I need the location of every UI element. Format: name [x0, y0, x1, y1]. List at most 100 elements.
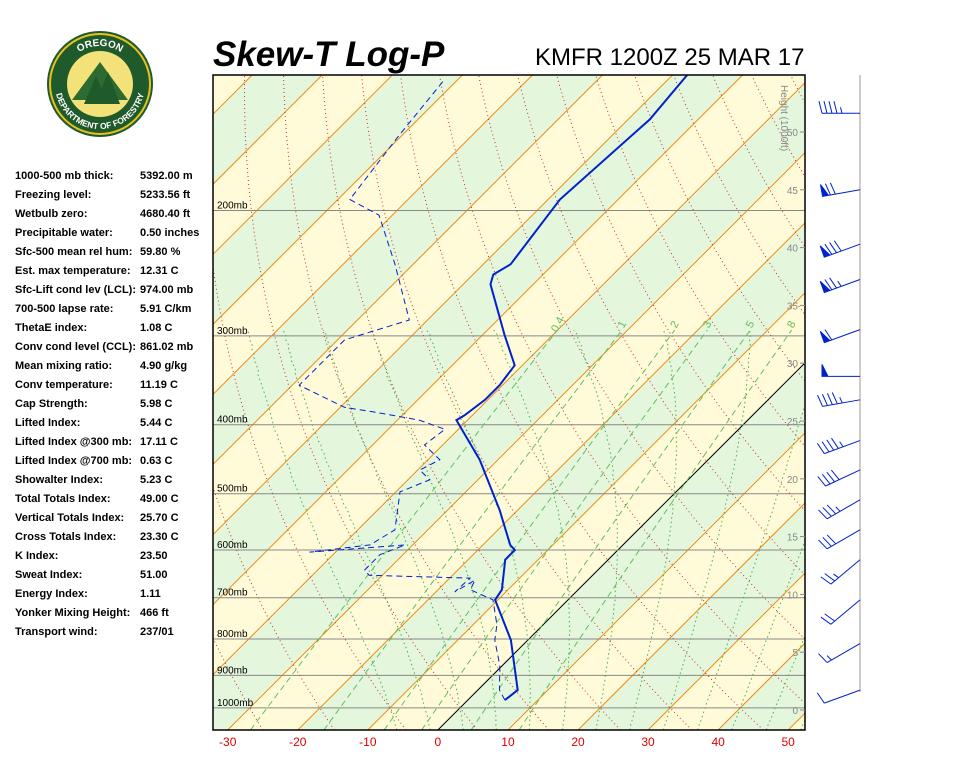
dry-adiabat	[213, 262, 407, 730]
temperature-band	[213, 82, 805, 730]
height-axis-label: Height (1000ft)	[778, 85, 789, 151]
mixing-ratio-line	[518, 329, 793, 730]
isotherm-grid-line	[297, 222, 805, 730]
logo-border	[49, 33, 151, 135]
logo-top-text: OREGON	[75, 38, 125, 55]
wind-barb	[819, 277, 861, 294]
stat-label: 700-500 lapse rate:	[15, 303, 113, 315]
logo-text: OREGON	[75, 38, 125, 55]
dry-adiabat	[673, 75, 805, 316]
stat-label: Sfc-Lift cond lev (LCL):	[15, 284, 136, 296]
x-tick-label: -30	[219, 735, 237, 749]
stat-value: 49.00 C	[140, 493, 179, 505]
moist-adiabat	[629, 329, 678, 730]
height-tick-label: 0	[792, 706, 798, 717]
wind-barb	[818, 101, 861, 114]
moist-adiabat	[323, 329, 464, 730]
dewpoint-line	[298, 79, 506, 701]
isotherm	[858, 75, 960, 730]
wind-barb	[821, 364, 861, 377]
height-tick-label: 40	[787, 244, 799, 255]
wind-barb	[817, 392, 861, 407]
wind-barb	[818, 499, 861, 520]
isotherm	[213, 81, 805, 676]
chart-subtitle: KMFR 1200Z 25 MAR 17	[535, 44, 804, 71]
height-tick-label: 15	[787, 533, 799, 544]
x-tick-label: -10	[359, 735, 377, 749]
stat-label: Yonker Mixing Height:	[15, 607, 130, 619]
dry-adiabat	[790, 75, 805, 105]
x-tick-label: 30	[641, 735, 655, 749]
dry-adiabat	[634, 75, 805, 382]
plot-frame	[212, 74, 806, 731]
height-tick-label: 50	[787, 128, 799, 139]
stat-value: 5.91 C/km	[140, 303, 192, 315]
y-tick-label: 900mb	[217, 665, 248, 676]
wind-barbs	[816, 101, 861, 704]
x-tick-label: 50	[782, 735, 796, 749]
stat-label: K Index:	[15, 550, 58, 562]
mixing-ratio-line	[250, 329, 558, 730]
isotherm	[213, 75, 673, 536]
stat-value: 5.23 C	[140, 474, 172, 486]
wind-barb	[818, 643, 861, 664]
x-tick-label: 0	[435, 735, 442, 749]
stat-value: 4.90 g/kg	[140, 360, 187, 372]
stat-value: 5392.00 m	[140, 170, 193, 182]
temperature-band	[213, 75, 253, 115]
stat-label: Total Totals Index:	[15, 493, 111, 505]
mixing-ratio-label: 8	[785, 319, 798, 330]
stat-value: 12.31 C	[140, 265, 179, 277]
height-tick-label: 25	[787, 417, 799, 428]
stat-label: Precipitable water:	[15, 227, 113, 239]
isotherm	[213, 75, 603, 466]
stat-value: 0.63 C	[140, 455, 172, 467]
height-tick-label: 35	[787, 301, 799, 312]
stat-label: Conv cond level (CCL):	[15, 341, 136, 353]
height-tick-label: 5	[792, 648, 798, 659]
isotherm-grid-line	[507, 432, 805, 730]
x-tick-label: -20	[289, 735, 307, 749]
y-tick-label: 300mb	[217, 326, 248, 337]
stat-label: Est. max temperature:	[15, 265, 131, 277]
mixing-ratio-line	[323, 329, 623, 730]
height-tick-label: 10	[787, 590, 799, 601]
isotherm	[213, 75, 533, 396]
stat-value: 17.11 C	[140, 436, 178, 448]
mixing-ratio-label: 3	[701, 319, 714, 330]
stat-label: Energy Index:	[15, 588, 88, 600]
wind-barb	[819, 240, 861, 258]
stat-label: Conv temperature:	[15, 379, 113, 391]
logo-trees	[84, 72, 120, 104]
stat-value: 51.00	[140, 569, 168, 581]
stat-value: 11.19 C	[140, 379, 178, 391]
dry-adiabat	[869, 75, 960, 730]
x-tick-label: 40	[711, 735, 725, 749]
height-tick-label: 45	[787, 186, 799, 197]
x-tick-label: 20	[571, 735, 585, 749]
y-tick-label: 800mb	[217, 629, 248, 640]
wind-barb	[817, 469, 861, 487]
isotherm	[213, 75, 743, 606]
stat-value: 4680.40 ft	[140, 208, 190, 220]
stat-value: 861.02 mb	[140, 341, 193, 353]
dry-adiabat	[830, 75, 960, 730]
mixing-ratio-label: 1	[616, 319, 629, 330]
stat-label: Lifted Index:	[15, 417, 80, 429]
wind-barb	[820, 559, 861, 585]
stat-label: ThetaE index:	[15, 322, 87, 334]
mixing-ratio-line	[470, 329, 751, 730]
stat-value: 23.50	[140, 550, 168, 562]
wind-barb	[816, 689, 861, 704]
stat-label: Freezing level:	[15, 189, 91, 201]
isotherm-grid-line	[787, 712, 805, 730]
mixing-ratio-label: 2	[668, 319, 681, 330]
dry-adiabat	[244, 75, 478, 730]
moist-adiabat	[800, 719, 805, 730]
stat-value: 5233.56 ft	[140, 189, 190, 201]
dry-adiabat	[556, 75, 805, 512]
isotherm-grid-line	[227, 152, 805, 730]
isotherm-grid-line	[367, 292, 805, 730]
